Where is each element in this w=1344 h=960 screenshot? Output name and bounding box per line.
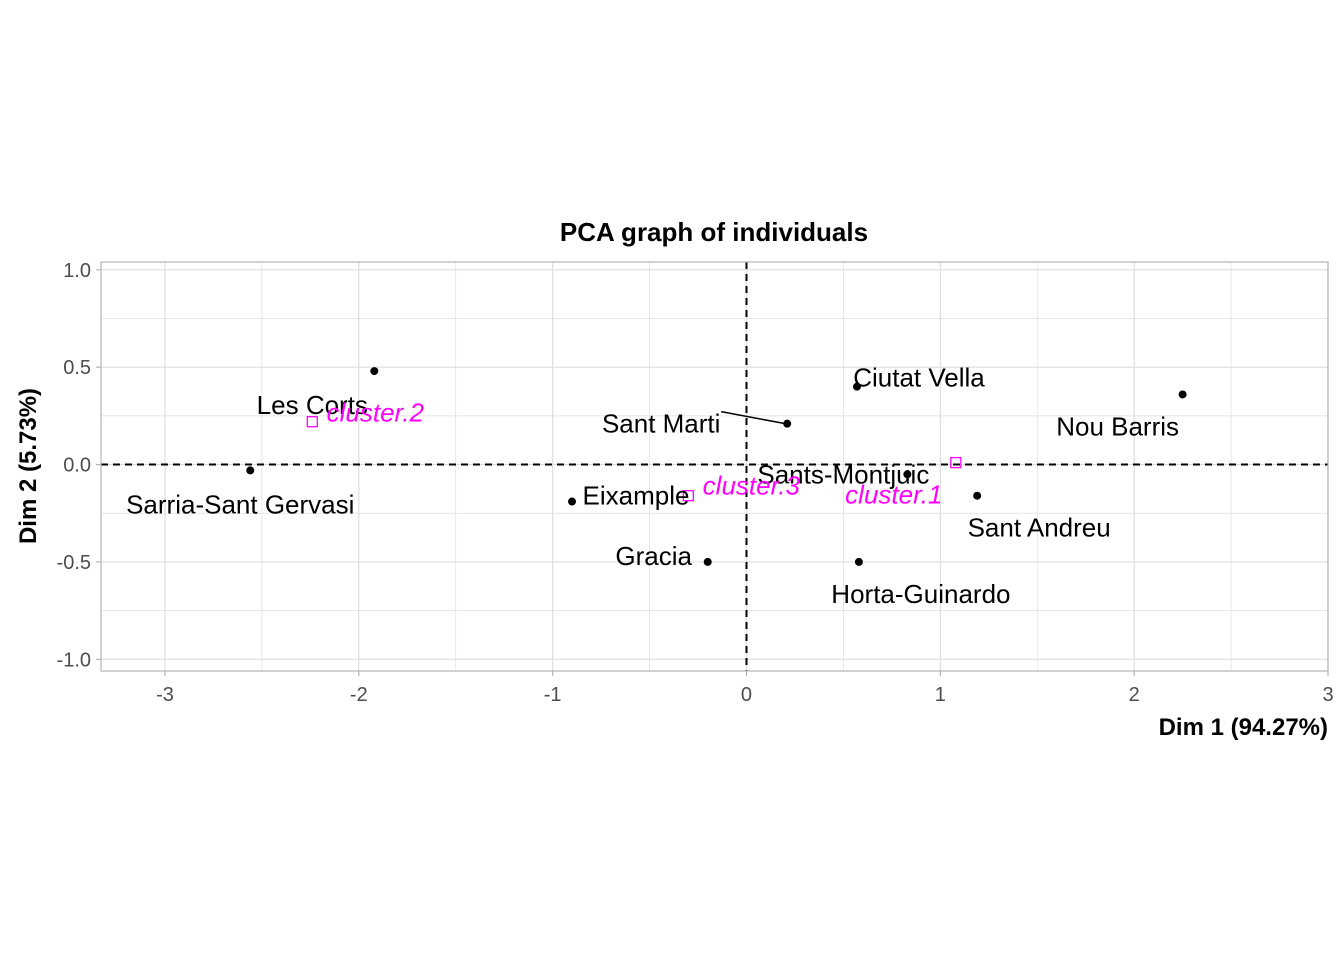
cluster-point xyxy=(950,456,962,469)
x-tick-label: 3 xyxy=(1322,684,1333,706)
individual-point xyxy=(246,466,255,475)
grid xyxy=(101,262,1329,671)
y-axis-title: Dim 2 (5.73%) xyxy=(15,388,42,544)
y-tick-label: 1.0 xyxy=(63,260,91,282)
individual-point xyxy=(783,419,792,428)
y-tick-label: 0.0 xyxy=(63,455,91,477)
x-tick-label: -2 xyxy=(350,684,368,706)
y-tick-label: -0.5 xyxy=(57,552,91,574)
x-tick-label: 2 xyxy=(1129,684,1140,706)
individual-label: Sant Andreu xyxy=(968,513,1111,543)
cluster-point xyxy=(682,490,694,502)
individual-point xyxy=(703,557,712,566)
individual-label: Nou Barris xyxy=(1056,411,1179,441)
individual-point xyxy=(973,491,982,500)
cluster-label: cluster.2 xyxy=(327,398,425,428)
cluster-label: cluster.1 xyxy=(845,480,942,510)
individual-label: Sant Marti xyxy=(602,409,721,439)
individual-label: Gracia xyxy=(615,541,692,571)
cluster-labels: cluster.1 cluster.2 cluster.3 xyxy=(327,398,943,510)
y-tick-label: 0.5 xyxy=(63,357,91,379)
panel-border xyxy=(100,261,1329,672)
individual-labels: Les Corts Sarria-Sant Gervasi Eixample Grac… xyxy=(126,363,1179,609)
x-axis-title: Dim 1 (94.27%) xyxy=(1159,714,1328,741)
y-axis-ticks: -1.0 -0.5 0.0 0.5 1.0 xyxy=(57,260,101,671)
cluster-label: cluster.3 xyxy=(703,471,801,501)
x-tick-label: 1 xyxy=(935,684,946,706)
leader-line xyxy=(721,410,786,425)
individual-point xyxy=(568,497,577,506)
reference-lines xyxy=(101,262,1328,671)
x-tick-label: -1 xyxy=(544,684,562,706)
individual-label: Horta-Guinardo xyxy=(831,579,1010,609)
individual-label: Ciutat Vella xyxy=(853,363,985,393)
leader-lines xyxy=(721,410,786,425)
individual-label: Les Corts xyxy=(257,390,368,420)
individual-point xyxy=(854,557,863,566)
individual-point xyxy=(903,470,912,479)
individual-point xyxy=(852,382,861,391)
individual-label: Sarria-Sant Gervasi xyxy=(126,489,354,519)
cluster-points xyxy=(306,416,962,502)
individual-point xyxy=(1178,390,1187,399)
chart-title: PCA graph of individuals xyxy=(560,217,868,247)
individual-label: Sants-Montjuic xyxy=(757,459,929,489)
cluster-point xyxy=(306,416,318,428)
individual-point xyxy=(370,367,379,376)
x-axis-ticks: -3 -2 -1 0 1 2 3 xyxy=(156,671,1334,706)
individual-label: Eixample xyxy=(583,481,690,511)
individual-points xyxy=(246,367,1187,566)
x-tick-label: -3 xyxy=(156,684,174,706)
x-tick-label: 0 xyxy=(741,684,752,706)
y-tick-label: -1.0 xyxy=(57,649,91,671)
